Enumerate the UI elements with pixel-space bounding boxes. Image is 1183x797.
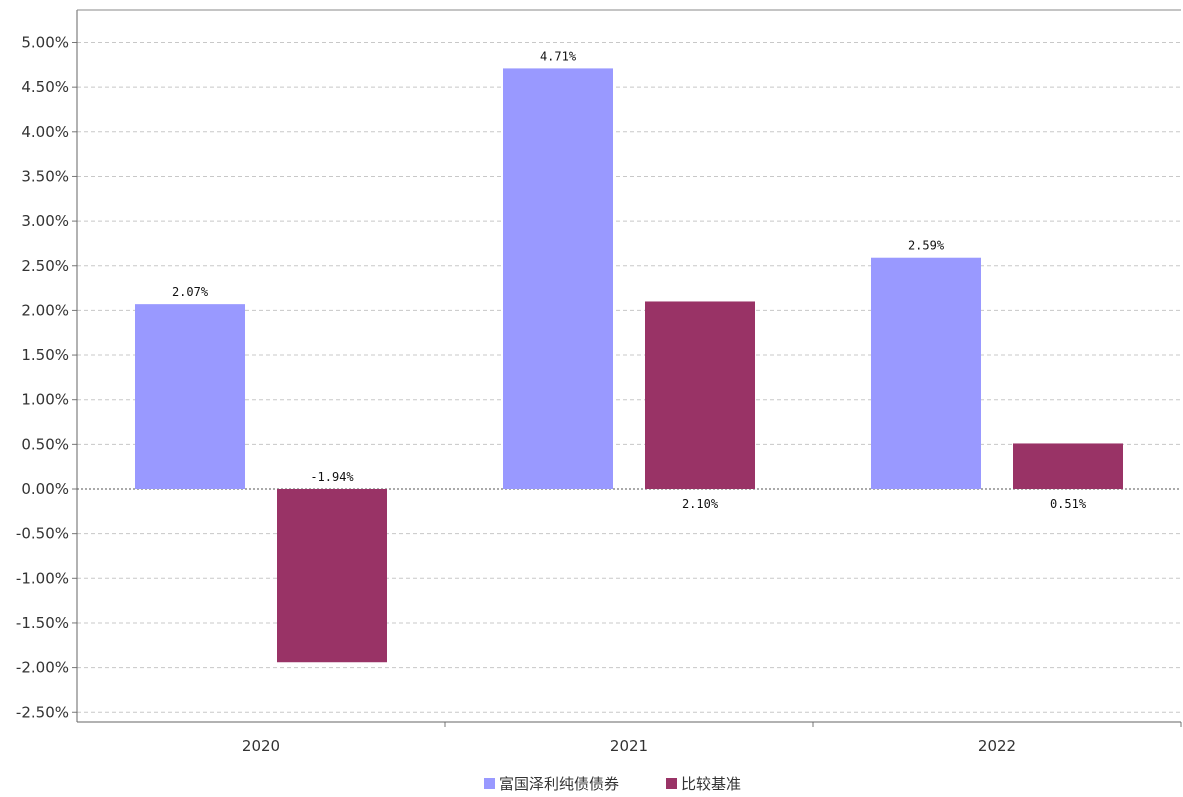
data-labels: 2.07% -1.94% 4.71% 2.10% 2.59% 0.51%	[172, 49, 1087, 511]
y-tick-label: 0.00%	[21, 480, 69, 498]
y-tick-label: -2.00%	[16, 659, 69, 677]
legend: 富国泽利纯债债券 比较基准	[484, 775, 741, 793]
axes	[76, 9, 1181, 723]
y-tick-label: 5.00%	[21, 34, 69, 52]
y-tick-label: 2.00%	[21, 301, 69, 319]
legend-label: 比较基准	[681, 775, 741, 793]
x-tick-label: 2021	[610, 737, 648, 755]
bar-fund-2022	[871, 257, 981, 489]
y-tick-label: 3.00%	[21, 212, 69, 230]
legend-label: 富国泽利纯债债券	[499, 775, 619, 793]
data-label: 2.59%	[908, 239, 945, 253]
bar-fund-2021	[503, 68, 613, 489]
x-axis-ticks: 2020 2021 2022	[242, 722, 1182, 755]
bar-fund-2020	[135, 304, 245, 489]
data-label: 0.51%	[1050, 497, 1087, 511]
bar-benchmark-2020	[277, 489, 387, 663]
data-label: 2.10%	[682, 497, 719, 511]
y-tick-label: -0.50%	[16, 525, 69, 543]
data-label: 2.07%	[172, 285, 209, 299]
y-tick-label: 3.50%	[21, 167, 69, 185]
y-tick-label: 2.50%	[21, 257, 69, 275]
x-tick-label: 2022	[978, 737, 1016, 755]
y-tick-label: 0.50%	[21, 435, 69, 453]
y-tick-label: -2.50%	[16, 703, 69, 721]
data-label: 4.71%	[540, 49, 577, 63]
legend-swatch	[666, 778, 677, 789]
y-tick-label: 1.50%	[21, 346, 69, 364]
bar-benchmark-2021	[645, 301, 755, 489]
bars	[135, 68, 1123, 663]
y-tick-label: 4.50%	[21, 78, 69, 96]
y-tick-label: 4.00%	[21, 123, 69, 141]
y-tick-label: -1.50%	[16, 614, 69, 632]
y-axis-ticks: 5.00% 4.50% 4.00% 3.50% 3.00% 2.50% 2.00% 1.50%…	[16, 34, 77, 721]
x-tick-label: 2020	[242, 737, 280, 755]
y-tick-label: -1.00%	[16, 569, 69, 587]
legend-swatch	[484, 778, 495, 789]
data-label: -1.94%	[310, 470, 354, 484]
gridlines	[77, 42, 1181, 713]
bar-benchmark-2022	[1013, 443, 1123, 489]
y-tick-label: 1.00%	[21, 391, 69, 409]
